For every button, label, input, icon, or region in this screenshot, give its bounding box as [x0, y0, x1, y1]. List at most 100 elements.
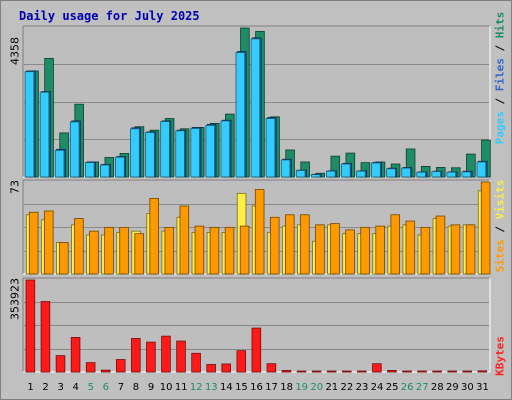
bar-kbytes-day-11	[176, 340, 186, 373]
bar-kbytes-day-18	[281, 370, 292, 373]
bar-pages-day-7	[115, 156, 125, 178]
bar-kbytes-day-17	[266, 363, 277, 373]
bar-sites-day-4	[74, 218, 84, 275]
bar-kbytes-day-5	[85, 362, 96, 373]
bar-pages-day-10	[160, 121, 170, 178]
bar-sites-day-1	[28, 211, 39, 275]
bar-pages-day-6	[100, 164, 110, 178]
bar-pages-day-25	[386, 168, 396, 178]
bar-kbytes-day-15	[236, 350, 247, 373]
bar-sites-day-14	[224, 226, 235, 275]
x-tick-label-day-31: 31	[476, 382, 489, 393]
x-tick-label-day-9: 9	[148, 382, 154, 393]
bar-sites-day-7	[119, 226, 129, 275]
bar-kbytes-day-23	[357, 370, 367, 373]
bar-kbytes-day-26	[402, 370, 412, 373]
bar-sites-day-30	[465, 224, 476, 275]
x-tick-label-day-12: 12	[190, 382, 203, 393]
bar-pages-day-24	[371, 162, 381, 178]
x-tick-label-day-15: 15	[235, 382, 248, 393]
chart-title: Daily usage for July 2025	[19, 9, 200, 23]
bar-sites-day-13	[209, 226, 220, 275]
bar-sites-day-18	[285, 214, 295, 275]
bar-pages-day-18	[280, 159, 291, 178]
bar-sites-day-31	[480, 181, 491, 275]
x-tick-label-day-28: 28	[431, 382, 444, 393]
bar-pages-day-16	[250, 38, 261, 178]
bar-pages-day-4	[69, 121, 80, 178]
x-tick-label-day-16: 16	[250, 382, 263, 393]
bar-pages-day-22	[341, 163, 351, 178]
bar-sites-day-21	[330, 223, 340, 275]
x-tick-label-day-7: 7	[118, 382, 124, 393]
bar-kbytes-day-28	[432, 370, 442, 373]
bar-sites-day-6	[104, 226, 114, 275]
bar-sites-day-28	[435, 215, 446, 275]
bar-sites-day-17	[269, 216, 280, 275]
bar-sites-day-11	[179, 205, 190, 275]
bar-pages-day-29	[446, 171, 457, 178]
legend-visits: Visits	[493, 179, 507, 220]
bar-kbytes-day-10	[161, 335, 171, 373]
legend-hits: Hits	[493, 11, 507, 39]
bar-pages-day-30	[461, 171, 472, 178]
x-tick-label-day-14: 14	[220, 382, 233, 393]
x-tick-label-day-26: 26	[401, 382, 414, 393]
bar-pages-day-1	[24, 71, 35, 178]
bar-sites-day-12	[194, 225, 205, 275]
x-tick-label-day-11: 11	[175, 382, 188, 393]
bar-sites-day-3	[59, 242, 69, 275]
bar-pages-day-8	[130, 128, 140, 178]
bar-kbytes-day-4	[70, 337, 81, 373]
bar-kbytes-day-27	[417, 370, 427, 373]
bar-sites-day-22	[345, 229, 355, 275]
bar-pages-day-2	[39, 91, 50, 178]
bar-kbytes-day-30	[462, 370, 473, 373]
x-tick-label-day-3: 3	[57, 382, 63, 393]
bar-pages-day-21	[325, 170, 336, 178]
bar-pages-day-13	[205, 124, 216, 178]
x-tick-label-day-10: 10	[160, 382, 173, 393]
bar-kbytes-day-24	[372, 363, 382, 373]
x-tick-label-day-30: 30	[461, 382, 474, 393]
x-tick-label-day-13: 13	[205, 382, 218, 393]
legend-kbytes-label: KBytes	[493, 336, 507, 376]
bar-sites-day-24	[375, 225, 385, 275]
bar-pages-day-20	[310, 174, 321, 178]
bar-pages-day-14	[220, 120, 231, 178]
bar-kbytes-day-25	[387, 370, 397, 373]
x-tick-label-day-19: 19	[295, 382, 308, 393]
legend-files: Files	[493, 58, 507, 92]
bar-kbytes-day-1	[25, 279, 36, 373]
bar-kbytes-day-2	[40, 301, 51, 373]
x-tick-label-day-20: 20	[310, 382, 323, 393]
x-tick-label-day-22: 22	[341, 382, 354, 393]
x-tick-label-day-25: 25	[386, 382, 399, 393]
bar-kbytes-day-8	[131, 338, 141, 373]
x-tick-label-day-21: 21	[325, 382, 338, 393]
bar-kbytes-day-29	[447, 370, 457, 373]
bar-pages-day-31	[476, 161, 487, 178]
bar-sites-day-26	[405, 220, 416, 275]
bar-sites-day-2	[43, 210, 54, 275]
bar-sites-day-25	[390, 214, 401, 275]
bar-kbytes-day-12	[191, 352, 201, 373]
bar-pages-day-15	[235, 52, 246, 178]
bar-sites-day-27	[420, 226, 431, 275]
bar-pages-day-19	[295, 170, 306, 178]
bar-kbytes-day-21	[326, 370, 337, 373]
x-tick-label-day-4: 4	[73, 382, 79, 393]
bar-sites-day-23	[360, 226, 370, 275]
x-tick-label-day-29: 29	[446, 382, 459, 393]
bar-kbytes-day-31	[477, 370, 488, 373]
legend-pages: Pages	[493, 111, 507, 145]
bar-kbytes-day-20	[311, 370, 322, 373]
x-tick-label-day-2: 2	[42, 382, 48, 393]
bar-pages-day-17	[265, 118, 276, 178]
bar-kbytes-day-22	[341, 370, 352, 373]
bar-sites-day-20	[315, 224, 325, 275]
bar-sites-day-8	[134, 233, 144, 275]
x-tick-label-day-24: 24	[371, 382, 384, 393]
bar-sites-day-5	[89, 230, 99, 275]
bar-pages-day-26	[401, 167, 411, 178]
